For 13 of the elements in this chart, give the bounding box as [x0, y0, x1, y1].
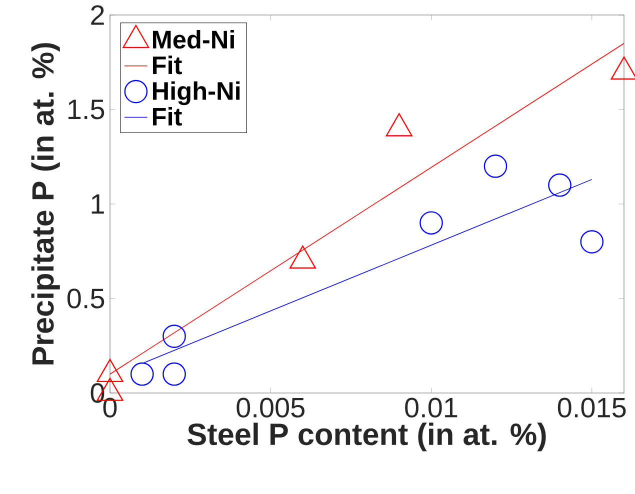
y-tick-label: 2	[91, 5, 104, 25]
legend-label: Fit	[152, 107, 182, 126]
legend-label: Fit	[152, 56, 182, 74]
y-axis-title: Precipitate P (in at. %)	[31, 43, 60, 364]
legend-label: Med-Ni	[152, 30, 234, 49]
y-tick-label: 0.5	[67, 288, 104, 308]
y-tick-label: 1.5	[68, 100, 104, 120]
x-tick-label: 0.015	[558, 398, 626, 418]
x-axis-title: Steel P content (in at. %)	[188, 422, 546, 452]
x-tick-label: 0.01	[405, 398, 458, 418]
y-tick-label: 1	[92, 194, 104, 214]
legend-label: High-Ni	[152, 81, 240, 106]
x-tick-label: 0.005	[236, 398, 304, 418]
